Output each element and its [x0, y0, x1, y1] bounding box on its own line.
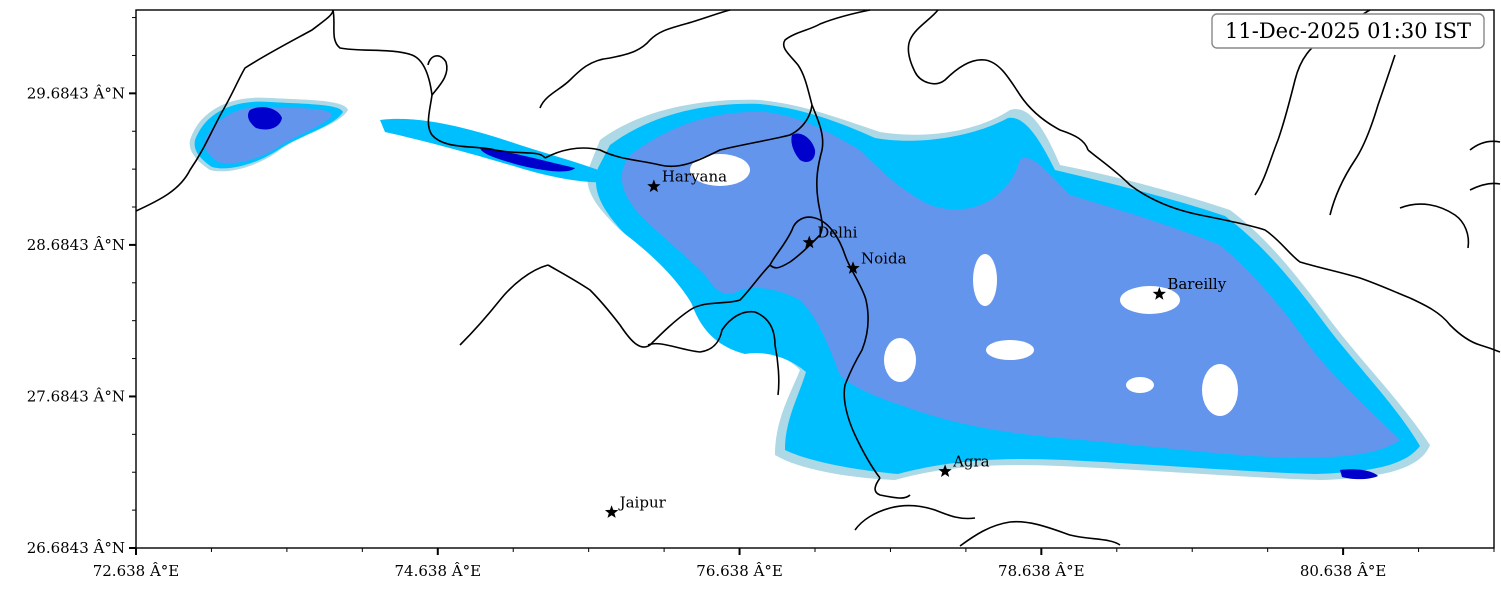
boundary-line: [1087, 149, 1411, 299]
clear-patch: [884, 338, 916, 382]
boundary-line: [1399, 203, 1470, 249]
clear-patch: [986, 340, 1034, 360]
clear-patch: [973, 254, 997, 306]
x-tick-label: 74.638 Â°E: [395, 562, 482, 580]
city-star-icon: [1152, 287, 1166, 300]
city-star-icon: [802, 235, 816, 249]
city-label: Bareilly: [1167, 275, 1226, 293]
y-tick-label: 27.6843 Â°N: [27, 387, 125, 405]
boundary-line: [769, 104, 824, 269]
x-tick-label: 72.638 Â°E: [93, 562, 180, 580]
boundary-line: [135, 9, 334, 212]
clear-patch: [690, 154, 750, 186]
clear-patch: [1120, 286, 1180, 314]
city-label: Haryana: [662, 167, 727, 185]
x-axis: 72.638 Â°E 74.638 Â°E 76.638 Â°E 78.638 Â°E…: [93, 548, 1495, 580]
city-label: Jaipur: [618, 493, 667, 511]
boundary-line: [539, 9, 731, 109]
city-star-icon: [846, 261, 860, 274]
boundary-line: [854, 504, 976, 531]
boundary-line: [874, 477, 911, 499]
clear-patch: [1126, 377, 1154, 393]
fog-shading: [189, 97, 1430, 480]
boundary-line: [647, 310, 780, 396]
boundary-line: [907, 9, 1089, 151]
fog-band-blue-west: [204, 106, 332, 164]
city-star-icon: [647, 179, 661, 193]
fog-band-dark-core-west: [248, 107, 282, 130]
boundary-line: [459, 264, 549, 346]
timestamp-box: 11-Dec-2025 01:30 IST: [1211, 13, 1485, 49]
boundary-line: [427, 55, 448, 96]
fog-band-dark-core-delhi: [791, 133, 816, 162]
boundary-line: [782, 9, 871, 106]
y-axis: 29.6843 Â°N 28.6843 Â°N 27.6843 Â°N 26.6843…: [27, 17, 136, 557]
y-tick-label: 29.6843 Â°N: [27, 84, 125, 102]
boundary-line: [814, 217, 881, 479]
x-tick-label: 78.638 Â°E: [998, 562, 1085, 580]
city-label: Agra: [952, 452, 990, 470]
boundary-line: [1329, 54, 1396, 216]
city-star-icon: [604, 505, 619, 518]
boundary-line: [1409, 297, 1501, 353]
fog-band-dark-core-strip: [480, 148, 575, 172]
clear-patch: [1202, 364, 1238, 416]
y-tick-label: 26.6843 Â°N: [27, 539, 125, 557]
boundary-line: [1469, 140, 1501, 151]
boundary-line: [544, 104, 813, 168]
x-tick-label: 80.638 Â°E: [1300, 562, 1387, 580]
city-label: Noida: [861, 249, 907, 267]
fog-band-blue: [621, 111, 1400, 458]
timestamp-label: 11-Dec-2025 01:30 IST: [1225, 19, 1471, 43]
boundary-line: [1469, 182, 1501, 191]
city-star-icon: [938, 464, 952, 477]
y-tick-label: 28.6843 Â°N: [27, 236, 125, 254]
city-label: Delhi: [817, 224, 857, 242]
fog-band-dark-core-east: [1340, 469, 1378, 480]
x-tick-label: 76.638 Â°E: [696, 562, 783, 580]
boundary-line: [959, 520, 1121, 547]
state-boundaries: [135, 9, 1501, 547]
